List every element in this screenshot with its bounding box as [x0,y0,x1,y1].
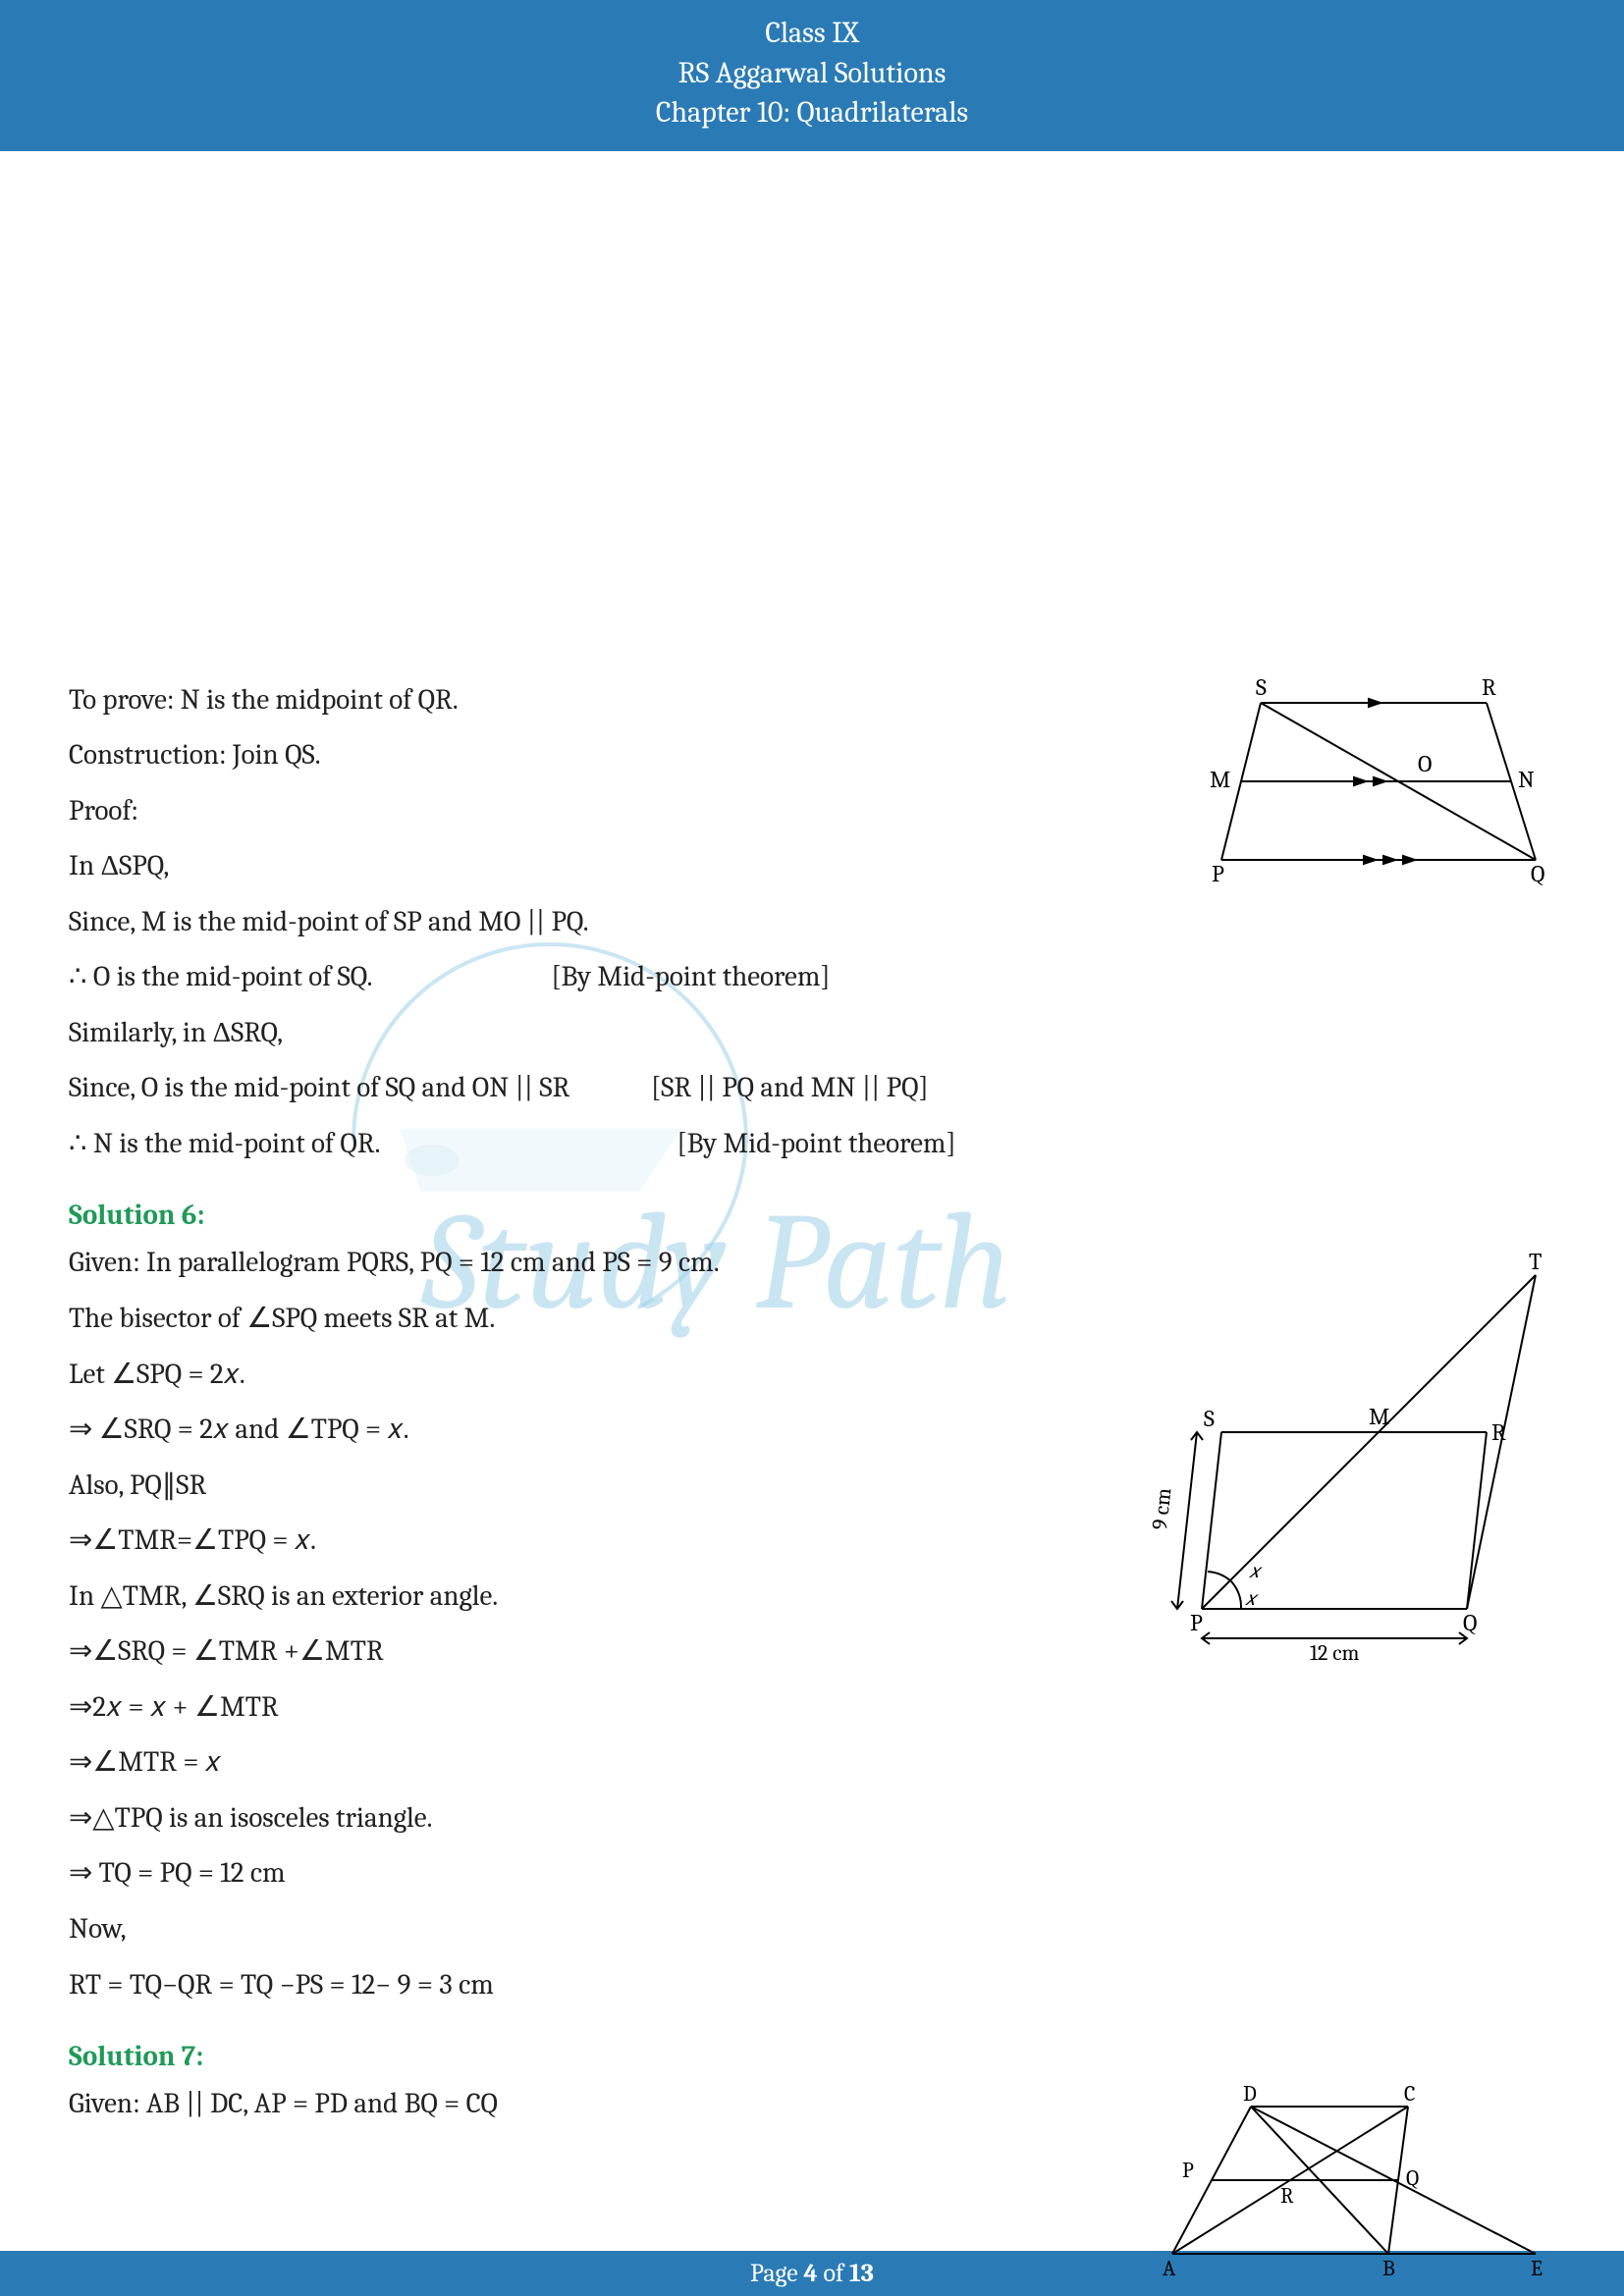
fig7-E: E [1531,2256,1543,2281]
fig6-12cm: 12 cm [1310,1640,1359,1666]
fig5-M: M [1210,766,1230,793]
s6-l14: RT = TQ−QR = TQ −PS = 12− 9 = 3 cm [69,1958,1555,2014]
fig5-R: R [1482,673,1496,701]
s6-l11: ⇒△TPQ is an isosceles triangle. [69,1791,1555,1847]
s6-l1: Given: In parallelogram PQRS, PQ = 12 cm… [69,1236,1133,1292]
fig7-R: R [1280,2183,1294,2209]
fig7-D: D [1243,2081,1257,2107]
proof5-l9: ∴ N is the mid-point of QR. [By Mid-poin… [69,1117,1555,1173]
fig5-N: N [1518,766,1535,793]
proof5-l5: Since, M is the mid-point of SP and MO |… [69,895,1192,951]
proof5-l9b: [By Mid-point theorem] [677,1128,955,1160]
proof5-l8b: [SR || PQ and MN || PQ] [651,1072,929,1104]
s6-l5: Also, PQ∥SR [69,1459,1133,1515]
s6-l10: ⇒∠MTR = 𝑥 [69,1735,1555,1791]
proof5-l3: Proof: [69,784,1192,840]
fig6-R: R [1491,1418,1506,1446]
proof5-l8: Since, O is the mid-point of SQ and ON |… [69,1061,1555,1117]
fig7-A: A [1163,2256,1176,2281]
s6-l12: ⇒ TQ = PQ = 12 cm [69,1846,1555,1902]
fig7-Q: Q [1406,2165,1419,2191]
s6-l4: ⇒ ∠SRQ = 2𝑥 and ∠TPQ = 𝑥. [69,1403,1133,1459]
page-header: Class IX RS Aggarwal Solutions Chapter 1… [0,0,1624,151]
solution7-block: Given: AB || DC, AP = PD and BQ = CQ [69,2077,1555,2287]
fig5-S: S [1256,673,1267,701]
fig7-C: C [1404,2081,1415,2107]
s6-l8: ⇒∠SRQ = ∠TMR +∠MTR [69,1625,1133,1681]
fig5-O: O [1418,750,1432,777]
figure-5: S R M O N P Q [1202,673,1555,893]
s7-l1: Given: AB || DC, AP = PD and BQ = CQ [69,2077,1133,2133]
solution6-block: Given: In parallelogram PQRS, PQ = 12 cm… [69,1236,1555,1680]
fig6-P: P [1190,1609,1203,1636]
figure-7: D C P Q R A B E [1143,2077,1555,2287]
s6-l6: ⇒∠TMR=∠TPQ = 𝑥. [69,1514,1133,1570]
header-chapter: Chapter 10: Quadrilaterals [0,93,1624,133]
fig6-Q: Q [1463,1609,1477,1636]
proof5-l4: In ΔSPQ, [69,839,1192,895]
s6-l13: Now, [69,1902,1555,1958]
proof5-block: To prove: N is the midpoint of QR. Const… [69,673,1555,951]
fig6-x1: 𝑥 [1249,1560,1263,1582]
fig7-P: P [1182,2158,1194,2183]
fig6-T: T [1529,1248,1542,1275]
s6-l9: ⇒2𝑥 = 𝑥 + ∠MTR [69,1681,1555,1736]
proof5-l6a: ∴ O is the mid-point of SQ. [69,961,372,993]
content-area: Study Path To prove: N is the midpoint o… [0,151,1624,2288]
fig6-9cm: 9 cm [1147,1487,1176,1531]
proof5-l1: To prove: N is the midpoint of QR. [69,673,1192,729]
s6-l2: The bisector of ∠SPQ meets SR at M. [69,1292,1133,1348]
s6-l3: Let ∠SPQ = 2𝑥. [69,1348,1133,1404]
fig6-S: S [1204,1405,1215,1432]
proof5-l8a: Since, O is the mid-point of SQ and ON |… [69,1072,569,1104]
figure-6: T S M R P Q 𝑥 𝑥 12 cm 9 cm [1143,1236,1555,1672]
fig6-x2: 𝑥 [1245,1587,1259,1610]
proof5-l2: Construction: Join QS. [69,728,1192,784]
header-book: RS Aggarwal Solutions [0,54,1624,94]
proof5-l9a: ∴ N is the mid-point of QR. [69,1128,380,1160]
fig5-Q: Q [1531,860,1544,887]
solution6-title: Solution 6: [69,1200,1555,1232]
proof5-l6b: [By Mid-point theorem] [551,961,830,993]
fig6-M: M [1369,1403,1389,1430]
s6-l7: In △TMR, ∠SRQ is an exterior angle. [69,1570,1133,1626]
solution7-title: Solution 7: [69,2041,1555,2073]
page: Class IX RS Aggarwal Solutions Chapter 1… [0,0,1624,2296]
header-class: Class IX [0,14,1624,54]
proof5-l6: ∴ O is the mid-point of SQ. [By Mid-poin… [69,950,1555,1006]
proof5-l7: Similarly, in ΔSRQ, [69,1006,1555,1062]
fig5-P: P [1212,860,1224,887]
fig7-B: B [1382,2256,1395,2281]
